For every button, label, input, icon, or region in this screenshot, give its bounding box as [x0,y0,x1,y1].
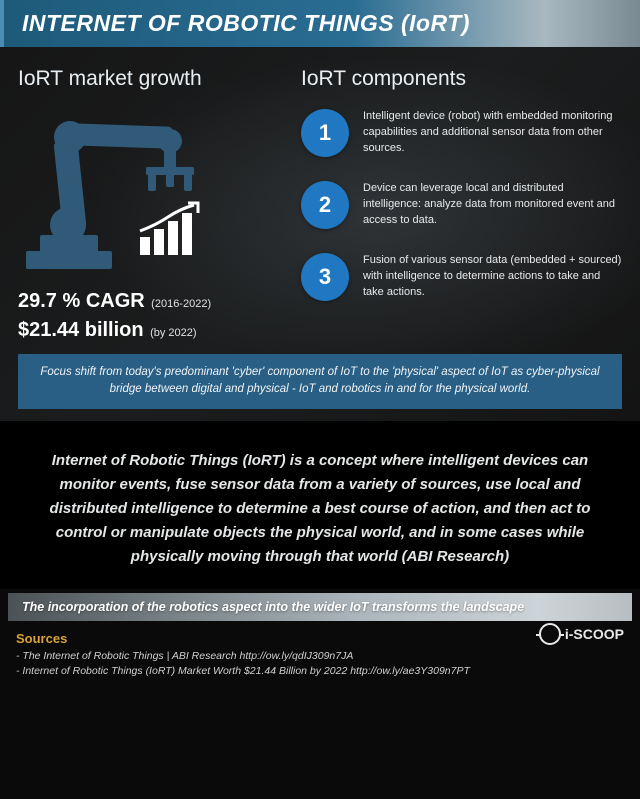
brand-text: i-SCOOP [565,626,624,642]
incorporation-text: The incorporation of the robotics aspect… [22,600,524,614]
title-bar: INTERNET OF ROBOTIC THINGS (IoRT) [0,0,640,47]
focus-text: Focus shift from today's predominant 'cy… [40,366,599,395]
value-stat: $21.44 billion (by 2022) [18,319,283,342]
growth-chart-icon [136,201,208,259]
component-item-3: 3 Fusion of various sensor data (embedde… [301,253,622,301]
value-period: (by 2022) [150,327,196,339]
components-column: IoRT components 1 Intelligent device (ro… [301,67,622,348]
source-line-1: - The Internet of Robotic Things | ABI R… [16,649,624,665]
brand-icon [539,623,561,645]
components-heading: IoRT components [301,67,622,91]
component-item-2: 2 Device can leverage local and distribu… [301,181,622,229]
main-panel: IoRT market growth [0,47,640,421]
description-text: Internet of Robotic Things (IoRT) is a c… [30,449,610,569]
value-amount: $21.44 billion [18,319,144,341]
source-line-2: - Internet of Robotic Things (IoRT) Mark… [16,664,624,680]
page-title: INTERNET OF ROBOTIC THINGS (IoRT) [22,10,622,37]
component-badge: 3 [301,253,349,301]
robot-arm-graphic [18,109,283,284]
market-growth-column: IoRT market growth [18,67,283,348]
incorporation-banner: The incorporation of the robotics aspect… [8,593,632,621]
brand-logo: i-SCOOP [539,623,624,645]
cagr-value: 29.7 % CAGR [18,290,145,312]
market-stats: 29.7 % CAGR (2016-2022) $21.44 billion (… [18,290,283,342]
columns: IoRT market growth [18,67,622,348]
description-block: Internet of Robotic Things (IoRT) is a c… [0,421,640,589]
sources-title: Sources [16,631,624,646]
focus-banner: Focus shift from today's predominant 'cy… [18,354,622,409]
component-badge: 1 [301,109,349,157]
component-item-1: 1 Intelligent device (robot) with embedd… [301,109,622,157]
infographic-page: INTERNET OF ROBOTIC THINGS (IoRT) IoRT m… [0,0,640,799]
component-text: Fusion of various sensor data (embedded … [363,253,622,301]
component-text: Device can leverage local and distribute… [363,181,622,229]
cagr-stat: 29.7 % CAGR (2016-2022) [18,290,283,313]
component-text: Intelligent device (robot) with embedded… [363,109,622,157]
component-badge: 2 [301,181,349,229]
market-heading: IoRT market growth [18,67,283,91]
footer: i-SCOOP Sources - The Internet of Roboti… [0,621,640,689]
cagr-period: (2016-2022) [151,298,211,310]
